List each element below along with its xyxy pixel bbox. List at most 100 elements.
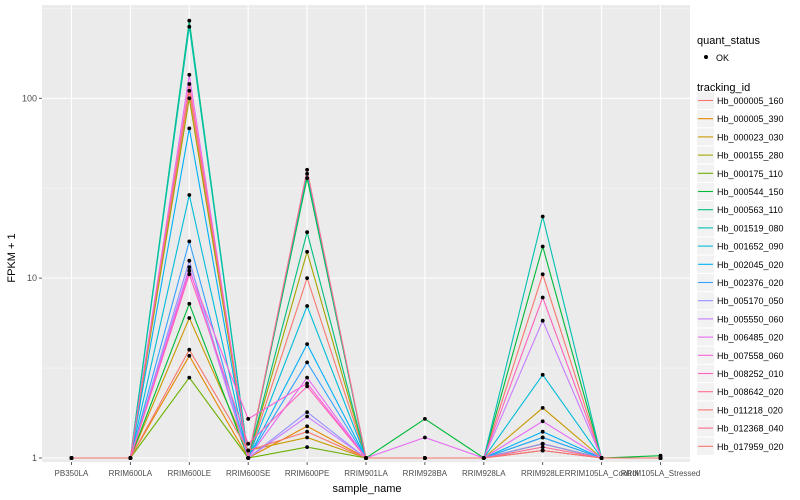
legend-shape-entry: OK [716, 53, 729, 63]
data-point [187, 272, 192, 277]
x-tick-label: RRIM105LA_Stressed [621, 469, 701, 478]
legend-ok-marker [704, 55, 708, 59]
x-tick-label: RRIM600PE [285, 469, 329, 478]
data-point [128, 456, 133, 460]
data-point [305, 375, 309, 380]
x-tick-label: RRIM105LA_Control [565, 469, 639, 478]
data-point [305, 176, 309, 181]
legend: quant_status OK tracking_id Hb_000005_16… [697, 35, 784, 455]
x-tick-label: RRIM928LE [521, 469, 565, 478]
legend-item: Hb_001519_080 [697, 219, 784, 237]
legend-item: Hb_000005_390 [697, 110, 784, 128]
x-tick-label: PB350LA [55, 469, 89, 478]
y-tick-label: 100 [22, 93, 37, 103]
legend-item: Hb_005170_050 [697, 292, 784, 310]
legend-label: Hb_008252_010 [717, 369, 784, 379]
data-point [187, 24, 192, 29]
legend-item: Hb_000175_110 [697, 164, 783, 182]
data-point [599, 456, 604, 460]
legend-label: Hb_005550_060 [717, 314, 784, 324]
legend-item: Hb_007558_060 [697, 346, 784, 364]
data-point [305, 304, 309, 308]
data-point [305, 410, 309, 414]
data-point [187, 126, 192, 131]
legend-label: Hb_000005_160 [717, 96, 784, 106]
data-point [540, 441, 545, 446]
legend-item: Hb_017959_020 [697, 437, 784, 455]
legend-item: Hb_002376_020 [697, 274, 784, 291]
data-point [187, 96, 192, 101]
plot-panel [42, 5, 690, 462]
data-point [305, 249, 309, 254]
data-point [187, 88, 192, 93]
legend-label: Hb_005170_050 [717, 296, 784, 306]
x-tick-label: RRIM928BA [403, 469, 448, 478]
y-axis: 1 10 100 [22, 93, 42, 463]
legend-item: Hb_000023_030 [697, 128, 784, 146]
x-tick-label: RRIM600LE [167, 469, 211, 478]
data-point [246, 456, 251, 460]
legend-label: Hb_000563_110 [717, 205, 783, 215]
legend-item: Hb_002045_020 [697, 255, 784, 273]
legend-label: Hb_000544_150 [717, 187, 784, 197]
legend-shape-title: quant_status [697, 35, 760, 47]
legend-item: Hb_008252_010 [697, 365, 784, 382]
legend-item: Hb_011218_020 [697, 401, 783, 419]
legend-item: Hb_001652_090 [697, 237, 784, 255]
legend-label: Hb_012368_040 [717, 424, 784, 434]
data-point [187, 375, 192, 380]
data-point [540, 372, 545, 377]
data-point [540, 448, 545, 453]
legend-label: Hb_001652_090 [717, 242, 784, 252]
legend-label: Hb_000023_030 [717, 132, 784, 142]
data-point [187, 268, 192, 273]
data-point [481, 456, 486, 460]
data-point [305, 276, 309, 280]
data-point [246, 448, 251, 453]
legend-item: Hb_005550_060 [697, 310, 784, 328]
data-point [540, 406, 545, 410]
data-point [305, 171, 309, 176]
data-point [187, 18, 192, 23]
data-point [540, 272, 545, 277]
legend-label: Hb_011218_020 [717, 405, 783, 415]
data-point [540, 419, 545, 424]
data-point [305, 429, 309, 434]
x-tick-label: RRIM600LA [109, 469, 153, 478]
data-point [187, 82, 192, 86]
data-point [69, 456, 74, 460]
data-point [540, 214, 545, 219]
x-tick-label: RRIM901LA [344, 469, 388, 478]
data-point [187, 301, 192, 306]
data-point [246, 441, 251, 446]
y-tick-label: 10 [27, 273, 37, 283]
data-point [540, 244, 545, 249]
data-point [187, 347, 192, 352]
legend-item: Hb_000005_160 [697, 92, 784, 109]
legend-item: Hb_000155_280 [697, 146, 784, 164]
x-axis-label: sample_name [332, 483, 401, 495]
legend-label: Hb_008642_020 [717, 387, 784, 397]
y-tick-label: 1 [32, 453, 37, 463]
data-point [540, 435, 545, 440]
legend-label: Hb_017959_020 [717, 442, 784, 452]
legend-label: Hb_000175_110 [717, 169, 783, 179]
data-point [540, 318, 545, 323]
data-point [246, 417, 251, 421]
x-axis: PB350LA RRIM600LA RRIM600LE RRIM600SE RRIM60… [55, 462, 701, 478]
data-point [305, 445, 309, 449]
data-point [540, 445, 545, 449]
data-point [658, 456, 663, 460]
legend-label: Hb_002045_020 [717, 260, 784, 270]
data-point [540, 429, 545, 434]
legend-label: Hb_000005_390 [717, 114, 784, 124]
data-point [187, 316, 192, 320]
data-point [305, 167, 309, 172]
data-point [305, 230, 309, 235]
legend-item: Hb_006485_020 [697, 328, 784, 346]
data-point [423, 456, 427, 460]
y-axis-label: FPKM + 1 [6, 233, 18, 282]
data-point [305, 424, 309, 429]
data-point [540, 295, 545, 300]
